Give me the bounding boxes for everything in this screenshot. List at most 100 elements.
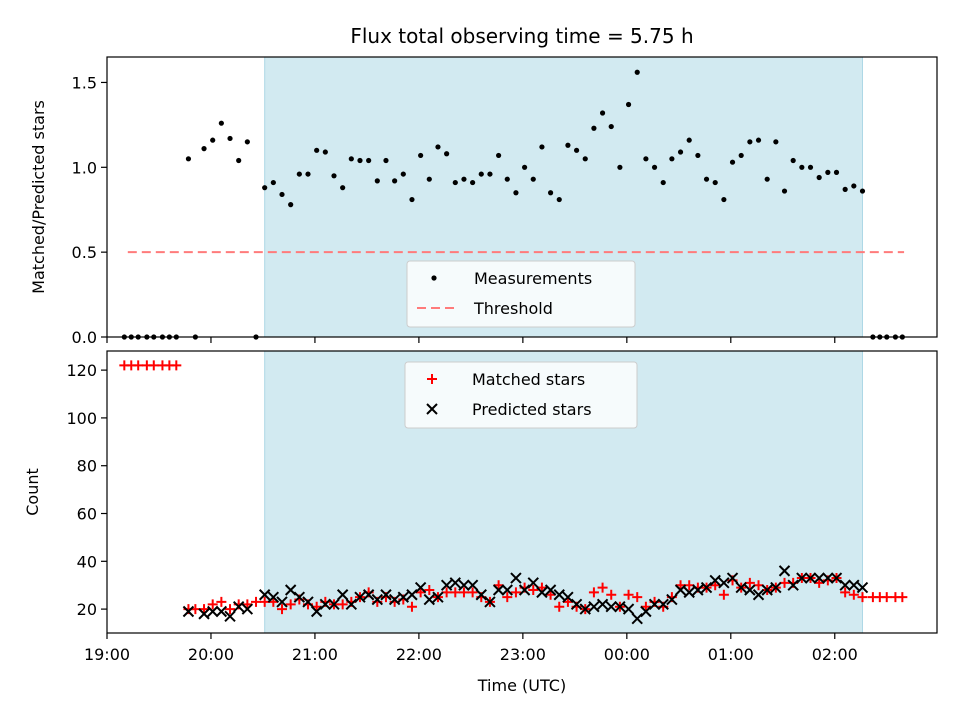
predicted-stars-point: [328, 598, 340, 611]
matched-stars-point: [545, 589, 556, 600]
measurement-point: [799, 164, 805, 170]
measurement-point: [651, 164, 658, 170]
top-x-axis: [106, 337, 836, 343]
measurement-point: [695, 152, 701, 159]
measurement-point: [582, 156, 588, 162]
measurement-point: [322, 149, 328, 155]
matched-stars-point: [554, 601, 565, 612]
y-tick-label: 20: [77, 600, 97, 619]
predicted-stars-point: [293, 591, 306, 603]
measurement-point: [660, 179, 666, 186]
predicted-stars-point: [700, 581, 713, 594]
predicted-stars-point: [735, 581, 747, 594]
predicted-stars-point: [648, 598, 661, 611]
bottom-y-axis-label: Count: [23, 468, 42, 516]
measurement-point: [262, 185, 268, 191]
measurement-point: [851, 183, 857, 189]
series-predicted-stars: [182, 565, 869, 625]
measurement-point: [712, 179, 718, 186]
legend-predicted-swatch: [426, 403, 438, 415]
y-tick-label: 60: [77, 505, 97, 524]
measurement-point: [435, 144, 441, 150]
x-tick-label: 19:00: [84, 645, 130, 664]
predicted-stars-point: [319, 598, 332, 611]
predicted-stars-point: [544, 584, 557, 596]
matched-stars-point: [441, 587, 452, 598]
y-tick-label: 40: [77, 552, 97, 571]
matched-stars-point: [148, 360, 159, 371]
predicted-stars-point: [787, 579, 799, 591]
matched-stars-point: [710, 580, 721, 591]
matched-stars-point: [415, 587, 426, 598]
predicted-stars-point: [761, 584, 773, 596]
predicted-stars-point: [570, 598, 583, 611]
predicted-stars-point: [510, 572, 522, 584]
measurement-point: [608, 123, 614, 130]
x-tick-label: 20:00: [188, 645, 234, 664]
predicted-stars-point: [380, 589, 392, 601]
matched-stars-point: [268, 596, 279, 607]
x-tick-label: 22:00: [396, 645, 442, 664]
matched-stars-point: [406, 601, 417, 612]
measurement-point: [296, 171, 302, 177]
predicted-stars-point: [657, 598, 669, 611]
predicted-stars-point: [536, 586, 548, 599]
predicted-stars-point: [822, 572, 834, 584]
measurement-point: [530, 176, 536, 182]
predicted-stars-point: [362, 589, 375, 601]
matched-stars-point: [675, 580, 686, 591]
measurement-point: [426, 176, 432, 182]
measurement-point: [617, 164, 623, 170]
measurement-point: [383, 157, 389, 164]
predicted-stars-point: [345, 598, 358, 611]
measurement-point: [418, 152, 424, 159]
matched-stars-point: [502, 592, 513, 603]
matched-stars-point: [171, 360, 182, 371]
measurement-point: [244, 139, 250, 145]
matched-stars-point: [251, 596, 262, 607]
matched-stars-point: [225, 604, 236, 615]
measurement-point: [521, 164, 528, 170]
measurement-point: [444, 151, 450, 157]
matched-stars-point: [536, 582, 547, 593]
measurement-point: [842, 186, 848, 192]
measurement-point: [781, 188, 788, 194]
predicted-stars-point: [744, 584, 756, 596]
predicted-stars-point: [813, 572, 825, 584]
predicted-stars-point: [683, 586, 695, 599]
measurement-point: [279, 191, 285, 198]
legend-box: [406, 260, 636, 328]
y-tick-label: 100: [66, 409, 97, 428]
predicted-stars-point: [839, 579, 851, 591]
measurement-point: [314, 147, 320, 153]
matched-stars-point: [285, 599, 296, 610]
predicted-stars-point: [475, 589, 487, 601]
x-axis-label: Time (UTC): [477, 676, 566, 695]
measurement-point: [201, 146, 207, 152]
matched-stars-point: [207, 599, 218, 610]
measurement-point: [807, 164, 814, 170]
chart-title: Flux total observing time = 5.75 h: [350, 24, 693, 48]
matched-stars-point: [753, 580, 764, 591]
matched-stars-point: [458, 587, 469, 598]
legend-measurement-swatch: [431, 275, 437, 281]
bottom-x-axis: 19:00 20:00 21:00 22:00 23:00 00:00 01:00 02:00: [84, 633, 858, 664]
measurement-point: [513, 190, 519, 196]
predicted-stars-point: [440, 579, 453, 591]
bottom-y-axis: 20 40 60 80 100 120: [66, 361, 107, 619]
predicted-stars-point: [414, 581, 427, 594]
measurement-point: [643, 156, 649, 162]
matched-stars-point: [277, 604, 288, 615]
measurement-point: [400, 171, 406, 177]
predicted-stars-point: [527, 577, 539, 589]
matched-stars-point: [684, 580, 695, 591]
measurement-point: [236, 157, 242, 164]
measurement-point: [825, 169, 831, 175]
measurement-point: [185, 156, 192, 162]
measurement-point: [348, 156, 354, 162]
predicted-stars-point: [796, 572, 808, 584]
matched-stars-point: [840, 587, 851, 598]
predicted-stars-point: [562, 591, 574, 603]
measurement-point: [677, 149, 684, 155]
